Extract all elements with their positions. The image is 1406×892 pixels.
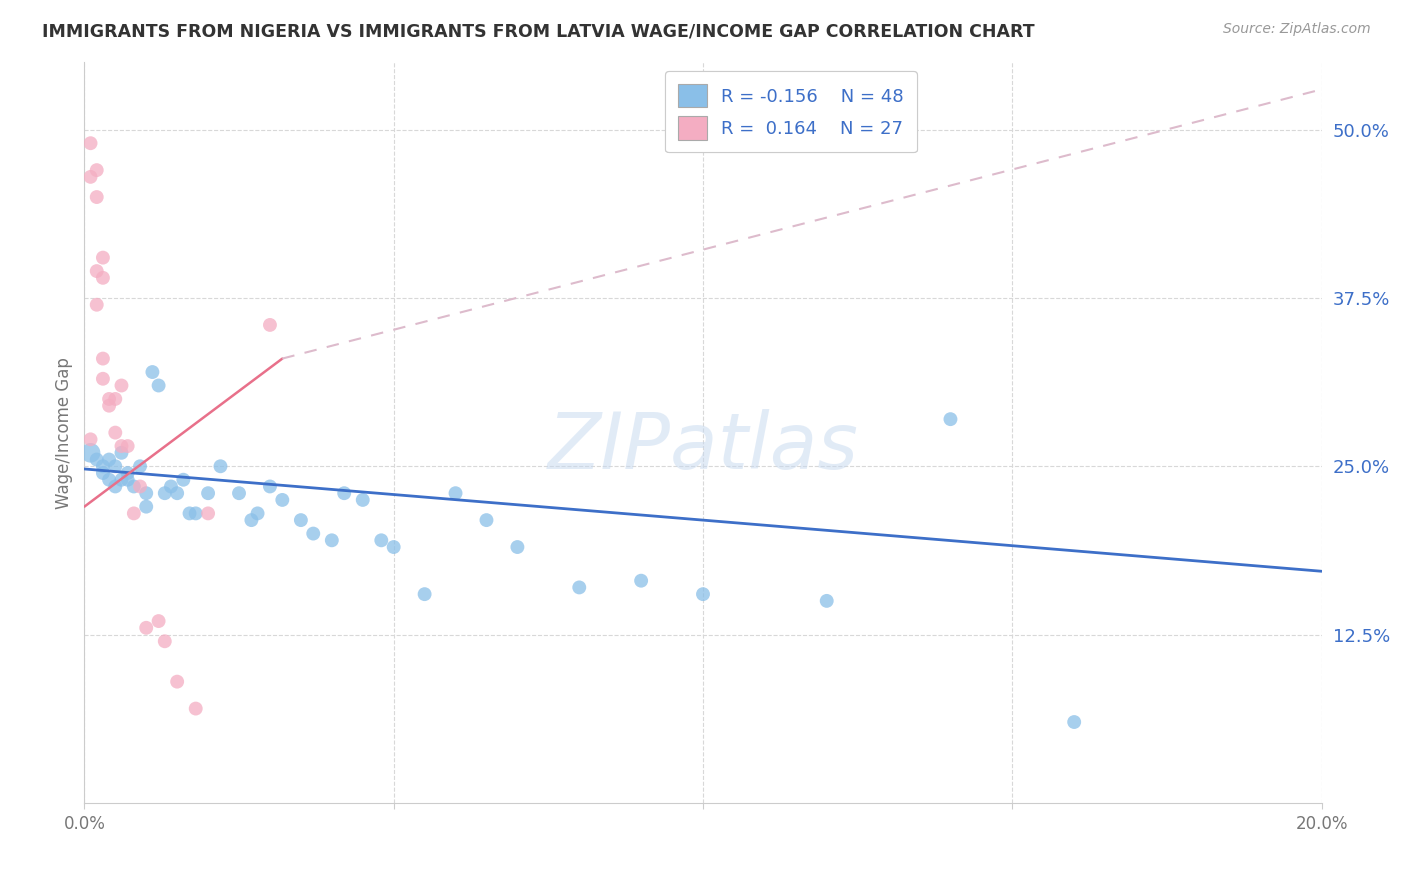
Point — [135, 621, 157, 635]
Point — [141, 365, 163, 379]
Point — [939, 412, 962, 426]
Point — [117, 439, 139, 453]
Point — [148, 614, 170, 628]
Point — [91, 270, 114, 285]
Text: IMMIGRANTS FROM NIGERIA VS IMMIGRANTS FROM LATVIA WAGE/INCOME GAP CORRELATION CH: IMMIGRANTS FROM NIGERIA VS IMMIGRANTS FR… — [42, 22, 1035, 40]
Point — [117, 466, 139, 480]
Point — [166, 486, 188, 500]
Point — [148, 378, 170, 392]
Point — [209, 459, 232, 474]
Point — [117, 473, 139, 487]
Point — [259, 318, 281, 332]
Legend: R = -0.156    N = 48, R =  0.164    N = 27: R = -0.156 N = 48, R = 0.164 N = 27 — [665, 71, 917, 153]
Point — [98, 399, 121, 413]
Point — [153, 634, 176, 648]
Point — [246, 507, 269, 521]
Point — [1063, 714, 1085, 729]
Point — [79, 169, 101, 184]
Point — [568, 581, 591, 595]
Point — [122, 507, 145, 521]
Point — [129, 479, 152, 493]
Point — [110, 446, 132, 460]
Point — [352, 492, 374, 507]
Point — [184, 507, 207, 521]
Point — [228, 486, 250, 500]
Point — [86, 298, 108, 312]
Point — [122, 479, 145, 493]
Point — [104, 459, 127, 474]
Point — [302, 526, 325, 541]
Point — [444, 486, 467, 500]
Point — [104, 392, 127, 406]
Point — [86, 190, 108, 204]
Point — [79, 433, 101, 447]
Point — [271, 492, 294, 507]
Point — [79, 446, 101, 460]
Point — [110, 378, 132, 392]
Point — [129, 459, 152, 474]
Point — [110, 473, 132, 487]
Text: ZIPatlas: ZIPatlas — [547, 409, 859, 485]
Point — [91, 351, 114, 366]
Point — [153, 486, 176, 500]
Point — [98, 392, 121, 406]
Point — [98, 473, 121, 487]
Y-axis label: Wage/Income Gap: Wage/Income Gap — [55, 357, 73, 508]
Point — [370, 533, 392, 548]
Point — [692, 587, 714, 601]
Point — [630, 574, 652, 588]
Point — [197, 486, 219, 500]
Point — [179, 507, 201, 521]
Point — [240, 513, 263, 527]
Point — [290, 513, 312, 527]
Point — [506, 540, 529, 554]
Point — [86, 163, 108, 178]
Point — [475, 513, 498, 527]
Point — [86, 452, 108, 467]
Point — [815, 594, 838, 608]
Point — [333, 486, 356, 500]
Point — [91, 466, 114, 480]
Point — [259, 479, 281, 493]
Point — [104, 479, 127, 493]
Point — [110, 439, 132, 453]
Point — [79, 136, 101, 151]
Point — [321, 533, 343, 548]
Point — [104, 425, 127, 440]
Point — [382, 540, 405, 554]
Text: Source: ZipAtlas.com: Source: ZipAtlas.com — [1223, 22, 1371, 37]
Point — [91, 459, 114, 474]
Point — [197, 507, 219, 521]
Point — [98, 452, 121, 467]
Point — [413, 587, 436, 601]
Point — [135, 486, 157, 500]
Point — [172, 473, 194, 487]
Point — [184, 701, 207, 715]
Point — [86, 264, 108, 278]
Point — [91, 372, 114, 386]
Point — [135, 500, 157, 514]
Point — [160, 479, 183, 493]
Point — [166, 674, 188, 689]
Point — [91, 251, 114, 265]
